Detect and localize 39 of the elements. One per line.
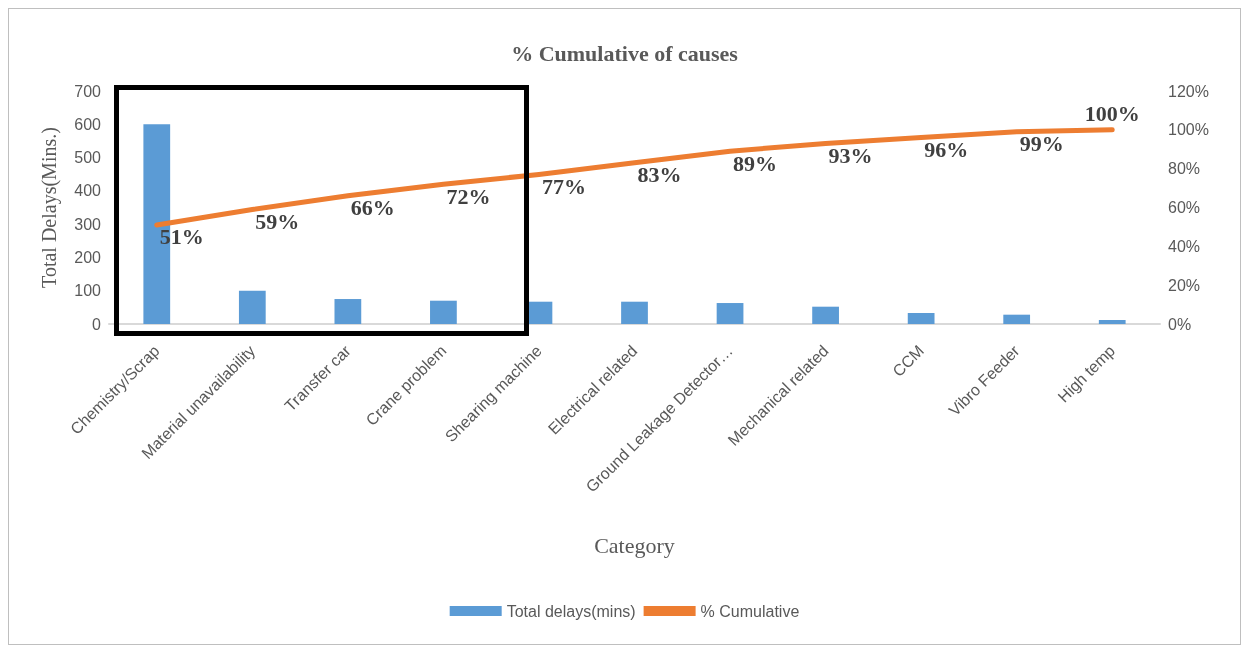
y-tick-label: 400 [74,182,102,200]
legend-label: % Cumulative [700,602,800,620]
bar [1003,314,1031,324]
bar [334,299,362,324]
bar [1098,320,1126,324]
y2-tick-label: 120% [1168,82,1209,100]
y-tick-label: 600 [74,115,102,133]
y-tick-label: 100 [74,282,102,300]
y2-tick-label: 60% [1168,199,1201,216]
y2-tick-label: 20% [1168,276,1201,294]
y-tick-label: 300 [74,215,102,233]
y2-tick-label: 80% [1168,160,1201,178]
legend-label: Total delays(mins) [506,602,636,620]
y-tick-label: 700 [74,82,102,100]
y-axis-title: Total Delays(Mins.) [38,127,61,288]
y2-tick-label: 0% [1168,315,1192,333]
y-tick-label: 200 [74,248,102,266]
y-tick-label: 500 [74,149,102,167]
y-tick-label: 0 [92,315,102,333]
data-label: 83% [637,162,682,188]
bar [238,290,266,324]
bar [430,300,457,324]
data-label: 59% [255,208,300,234]
x-axis-title: Category [594,532,675,558]
bar [907,313,935,324]
data-label: 100% [1084,101,1140,127]
data-label: 77% [541,173,586,199]
bar [621,301,648,324]
data-label: 93% [828,142,873,168]
data-label: 96% [924,137,969,163]
data-label: 66% [350,195,395,221]
bar [716,303,744,324]
chart-title: % Cumulative of causes [511,40,739,66]
y2-tick-label: 100% [1168,121,1209,139]
data-label: 89% [733,150,778,176]
y2-tick-label: 40% [1168,237,1201,255]
data-label: 72% [446,183,491,209]
bar [812,306,839,324]
data-label: 99% [1019,131,1064,157]
